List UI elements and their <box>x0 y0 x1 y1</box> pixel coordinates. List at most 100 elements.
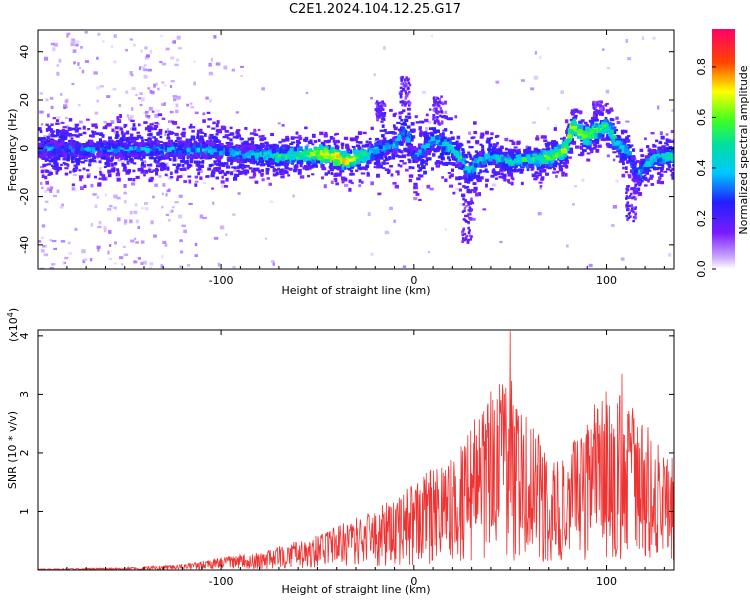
halo-dot <box>70 137 74 140</box>
halo-dot <box>252 172 257 177</box>
noise-dot <box>75 43 79 47</box>
halo-dot <box>258 169 261 174</box>
halo-dot <box>335 139 340 144</box>
streak-dot <box>405 76 408 79</box>
ridge-dot <box>64 147 69 152</box>
halo-dot <box>287 147 291 152</box>
noise-dot <box>168 218 171 222</box>
halo-dot <box>561 172 565 177</box>
noise-dot <box>198 169 203 174</box>
streak-dot <box>597 101 601 105</box>
halo-dot <box>587 144 592 148</box>
halo-dot <box>592 147 596 150</box>
ridge-dot <box>505 155 510 159</box>
halo-dot <box>373 166 378 169</box>
halo-dot <box>434 161 438 165</box>
noise-dot <box>164 243 168 247</box>
streak-dot <box>435 120 438 123</box>
halo-dot <box>229 158 234 161</box>
halo-dot <box>645 178 649 182</box>
ridge-dot <box>235 144 240 150</box>
halo-dot <box>595 118 599 122</box>
ridge-dot <box>189 153 193 158</box>
halo-dot <box>307 163 311 168</box>
streak-dot <box>467 238 470 242</box>
noise-dot <box>78 103 81 107</box>
ridge-dot <box>631 156 636 160</box>
noise-dot <box>130 239 135 243</box>
noise-dot <box>627 56 632 61</box>
noise-dot <box>84 31 88 34</box>
noise-dot <box>96 245 101 249</box>
halo-dot <box>199 164 204 169</box>
noise-dot <box>612 204 617 209</box>
halo-dot <box>433 148 438 153</box>
streak-dot <box>601 105 604 108</box>
streak-dot <box>634 197 637 201</box>
halo-dot <box>58 166 62 171</box>
halo-dot <box>324 131 328 135</box>
ridge-dot <box>494 152 499 156</box>
halo-dot <box>229 162 233 166</box>
streak-dot <box>402 87 405 90</box>
streak-dot <box>462 228 465 232</box>
halo-dot <box>474 192 479 197</box>
halo-dot <box>588 119 593 123</box>
halo-dot <box>48 159 53 163</box>
noise-dot <box>43 208 47 211</box>
halo-dot <box>473 130 478 135</box>
noise-dot <box>162 240 167 245</box>
ridge-dot <box>117 150 121 154</box>
halo-dot <box>289 142 294 146</box>
halo-dot <box>53 134 58 138</box>
halo-dot <box>96 141 101 144</box>
ridge-dot <box>158 150 163 154</box>
halo-dot <box>665 133 669 136</box>
halo-dot <box>136 131 141 134</box>
halo-dot <box>626 135 631 138</box>
halo-dot <box>658 141 663 145</box>
streak-dot <box>461 233 465 237</box>
noise-dot <box>76 168 79 171</box>
halo-dot <box>132 123 136 127</box>
halo-dot <box>221 175 224 179</box>
halo-dot <box>423 170 427 175</box>
halo-dot <box>142 154 146 159</box>
halo-dot <box>313 140 318 144</box>
halo-dot <box>575 145 580 149</box>
ridge-dot <box>175 148 180 152</box>
halo-dot <box>624 171 629 174</box>
halo-dot <box>671 171 674 175</box>
noise-dot <box>374 139 378 144</box>
ridge-dot <box>310 154 315 159</box>
halo-dot <box>194 175 199 179</box>
halo-dot <box>122 138 126 142</box>
halo-dot <box>71 155 74 159</box>
noise-dot <box>108 204 113 208</box>
noise-dot <box>143 68 148 72</box>
ridge-dot <box>370 143 374 148</box>
halo-dot <box>162 166 166 169</box>
halo-dot <box>615 116 619 120</box>
halo-dot <box>615 155 620 158</box>
noise-dot <box>174 63 179 67</box>
halo-dot <box>455 140 459 144</box>
halo-dot <box>573 115 577 120</box>
halo-dot <box>504 137 509 142</box>
noise-dot <box>107 250 110 255</box>
halo-dot <box>48 171 53 176</box>
ridge-dot <box>177 140 181 145</box>
ridge-dot <box>595 123 601 129</box>
noise-dot <box>71 187 75 191</box>
halo-dot <box>222 135 227 139</box>
streak-dot <box>601 112 604 115</box>
halo-dot <box>345 145 350 149</box>
halo-dot <box>206 125 211 128</box>
halo-dot <box>633 187 639 190</box>
halo-dot <box>580 142 584 146</box>
halo-dot <box>45 180 50 185</box>
ridge-dot <box>264 147 269 152</box>
halo-dot <box>394 184 399 189</box>
halo-dot <box>419 174 424 178</box>
halo-dot <box>45 123 49 126</box>
